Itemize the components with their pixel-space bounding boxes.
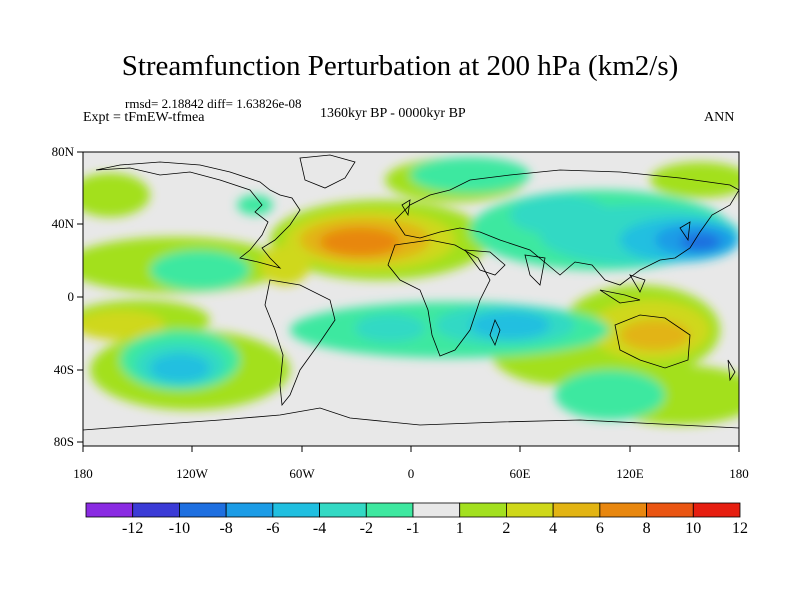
lon-label: 120W [176,466,209,481]
colorbar-label: 12 [732,520,748,537]
colorbar-swatch [85,502,134,518]
lon-label: 0 [408,466,415,481]
colorbar-swatch [692,502,741,518]
colorbar-label: 8 [643,520,651,537]
colorbar-swatch [319,502,367,518]
colorbar-swatch [132,502,180,518]
lon-labels: 180 120W 60W 0 60E 120E 180 [73,466,749,481]
colorbar-label: -2 [360,520,373,537]
streamfunction-field [83,154,739,431]
colorbar-label: 6 [596,520,604,537]
lat-label: 40N [52,216,75,231]
colorbar-label: -12 [122,520,143,537]
colorbar-label: -8 [219,520,232,537]
colorbar-labels: -12 -10 -8 -6 -4 -2 -1 1 2 4 6 8 10 12 [122,520,748,537]
season-label: ANN [704,110,735,125]
colorbar-label: -1 [406,520,419,537]
lon-label: 60E [510,466,531,481]
lat-label: 80S [54,434,74,449]
map-title: Streamfunction Perturbation at 200 hPa (… [121,50,679,82]
colorbar-label: 4 [549,520,557,537]
lat-label: 80N [52,144,75,159]
axis-ticks [77,151,740,452]
lat-label: 0 [68,289,75,304]
colorbar-label: -6 [266,520,279,537]
colorbar-swatch [506,502,554,518]
period-label: 1360kyr BP - 0000kyr BP [320,106,466,121]
colorbar-swatch [599,502,647,518]
lat-label: 40S [54,362,74,377]
experiment-label: Expt = tFmEW-tfmea [83,110,205,125]
colorbar-swatch [412,502,461,518]
colorbar-swatch [272,502,320,518]
colorbar-swatch [225,502,274,518]
colorbar-label: -4 [313,520,326,537]
lon-label: 180 [73,466,93,481]
colorbar [85,502,741,518]
colorbar-swatch [646,502,694,518]
lon-label: 60W [289,466,315,481]
colorbar-swatch [179,502,227,518]
coastlines [83,154,739,431]
lon-label: 120E [616,466,644,481]
stats-label: rmsd= 2.18842 diff= 1.63826e-08 [125,96,302,111]
lon-label: 180 [729,466,749,481]
lat-labels: 80N 40N 0 40S 80S [52,144,75,449]
colorbar-swatch [552,502,601,518]
colorbar-label: 1 [456,520,464,537]
colorbar-label: -10 [169,520,190,537]
colorbar-swatch [459,502,507,518]
colorbar-swatch [365,502,414,518]
colorbar-label: 2 [502,520,510,537]
colorbar-label: 10 [685,520,701,537]
